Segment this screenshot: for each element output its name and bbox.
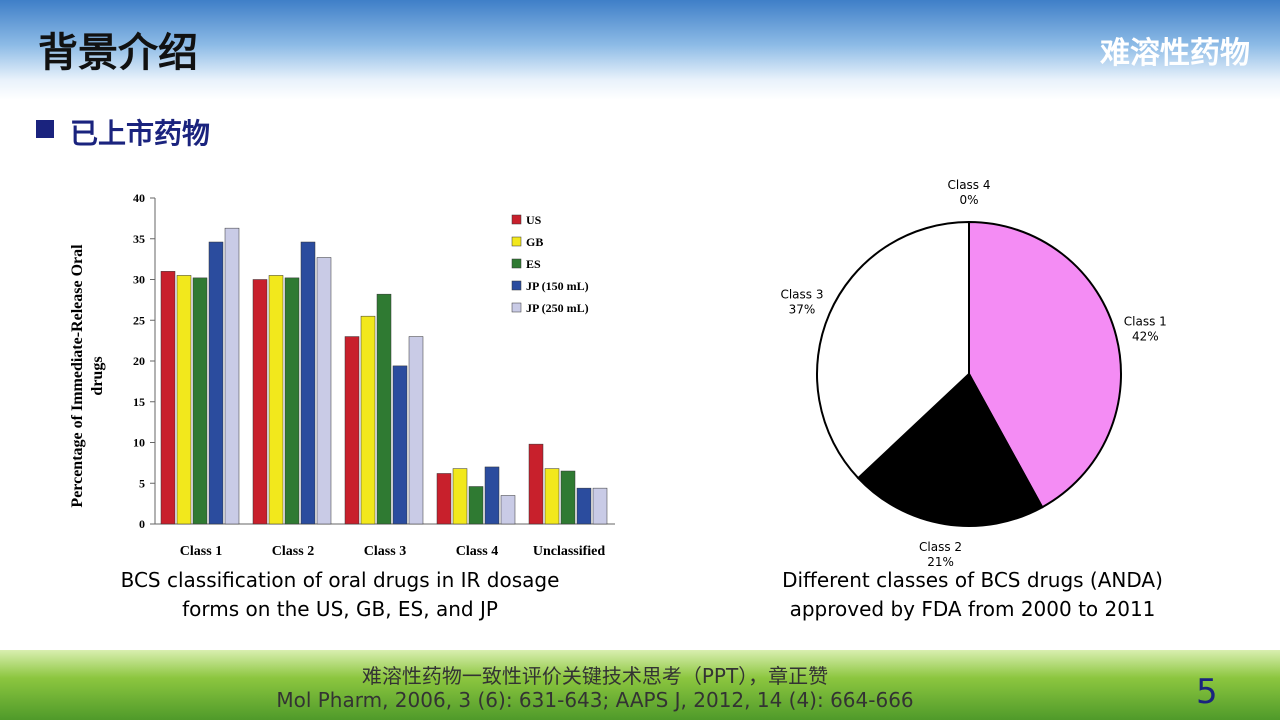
citation-en: Mol Pharm, 2006, 3 (6): 631-643; AAPS J,…	[276, 688, 914, 712]
bar	[544, 468, 560, 525]
y-tick-label: 10	[133, 436, 145, 450]
y-tick-label: 5	[139, 476, 145, 490]
grass-banner	[0, 650, 1280, 720]
legend-swatch	[511, 302, 522, 313]
y-tick-label: 40	[133, 191, 145, 205]
pie-label: Class 3	[780, 288, 823, 302]
bar	[176, 275, 192, 525]
bar	[284, 277, 300, 525]
bar	[500, 495, 516, 525]
x-tick-label: Class 4	[456, 544, 498, 559]
bar	[436, 473, 452, 525]
pie-value-label: 42%	[1132, 330, 1159, 344]
bar	[252, 279, 268, 525]
bar	[452, 468, 468, 525]
section-heading: 已上市药物	[70, 117, 211, 150]
page-number: 5	[1196, 672, 1218, 712]
topic: 难溶性药物	[1100, 36, 1250, 71]
bar	[408, 336, 424, 525]
legend-label: JP (150 mL)	[526, 279, 589, 293]
bar	[300, 241, 316, 525]
legend-swatch	[511, 280, 522, 291]
pie-label: Class 4	[947, 178, 990, 192]
x-tick-label: Class 2	[272, 544, 314, 559]
bar	[192, 277, 208, 525]
bar	[576, 487, 592, 525]
bar	[160, 271, 176, 525]
legend-label: GB	[526, 235, 543, 249]
bar	[592, 487, 608, 525]
bar	[208, 241, 224, 525]
pie-label: Class 1	[1124, 315, 1167, 329]
legend-swatch	[511, 214, 522, 225]
bar	[344, 336, 360, 525]
y-tick-label: 35	[133, 232, 145, 246]
x-tick-label: Class 3	[364, 544, 406, 559]
legend-swatch	[511, 258, 522, 269]
y-tick-label: 30	[133, 273, 145, 287]
bar	[316, 257, 332, 525]
bar	[392, 365, 408, 525]
legend-label: ES	[526, 257, 541, 271]
bar	[528, 443, 544, 525]
pie-slice	[968, 220, 1122, 509]
bullet	[36, 120, 54, 138]
pie-value-label: 21%	[927, 555, 954, 569]
x-tick-label: Unclassified	[533, 544, 606, 559]
citation-cn: 难溶性药物一致性评价关键技术思考（PPT），章正赞	[361, 664, 829, 688]
pie-slice	[856, 372, 1044, 527]
bar	[376, 293, 392, 525]
legend-label: JP (250 mL)	[526, 301, 589, 315]
y-tick-label: 25	[133, 313, 145, 327]
pie-label: Class 2	[919, 540, 962, 554]
legend-swatch	[511, 236, 522, 247]
x-tick-label: Class 1	[180, 544, 222, 559]
pie-slice	[816, 220, 970, 480]
bar	[268, 275, 284, 525]
y-tick-label: 0	[139, 517, 145, 531]
legend-label: US	[526, 213, 542, 227]
pie-value-label: 0%	[959, 193, 978, 207]
pie-value-label: 37%	[789, 303, 816, 317]
bar	[484, 466, 500, 525]
bar	[560, 470, 576, 525]
bar-caption: BCS classification of oral drugs in IR d…	[120, 568, 560, 621]
bar	[360, 315, 376, 525]
sky-banner	[0, 0, 1280, 100]
bar	[224, 227, 240, 525]
slide-title: 背景介绍	[38, 30, 198, 76]
bar	[468, 486, 484, 525]
pie-caption: Different classes of BCS drugs (ANDA) ap…	[782, 568, 1163, 621]
y-tick-label: 15	[133, 395, 145, 409]
y-tick-label: 20	[133, 354, 145, 368]
